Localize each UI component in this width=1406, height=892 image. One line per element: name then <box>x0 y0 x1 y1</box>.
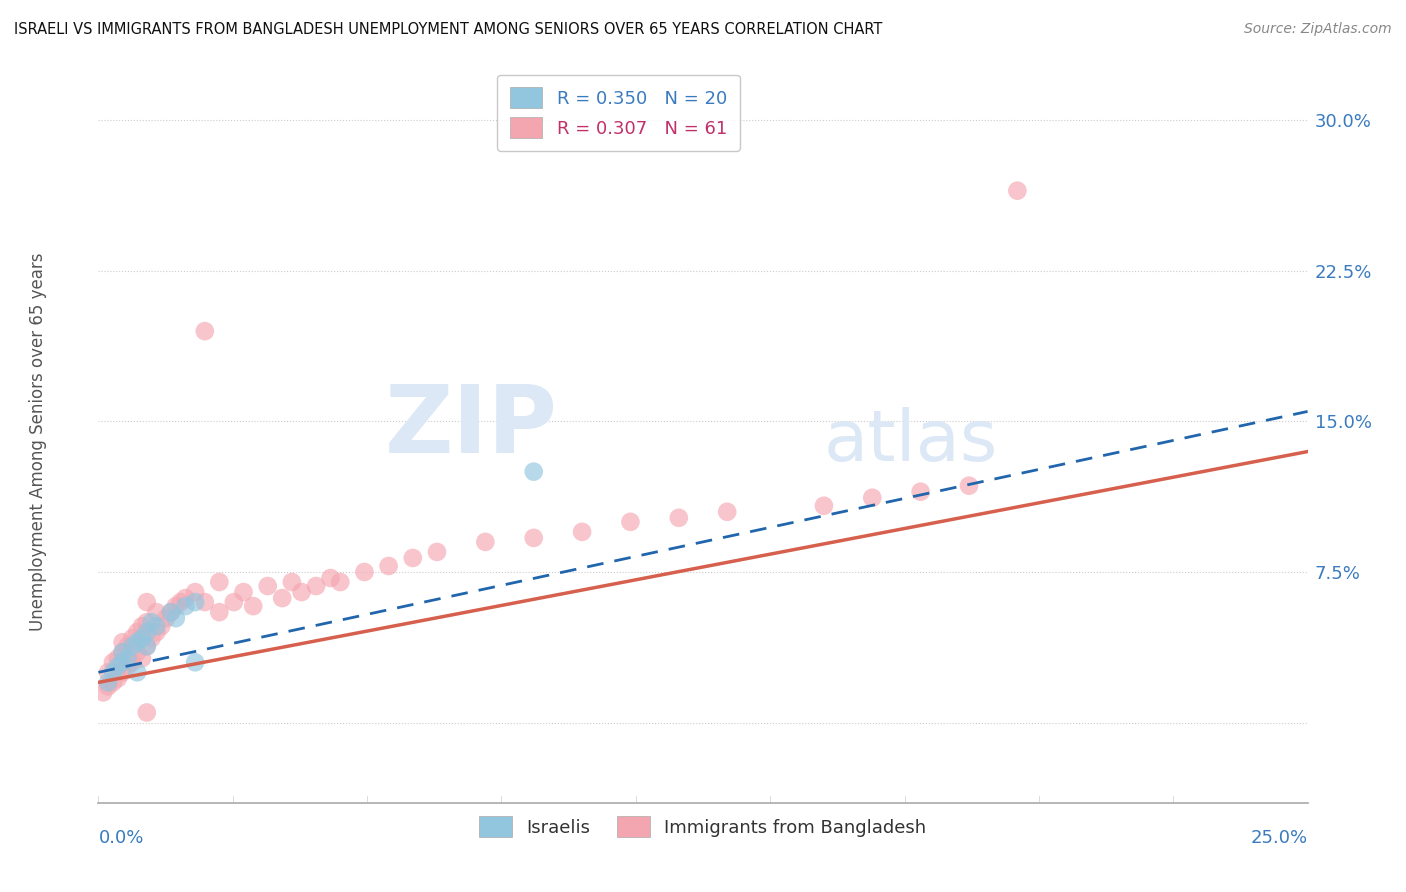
Point <box>619 515 641 529</box>
Point <box>160 605 183 619</box>
Text: ZIP: ZIP <box>385 381 558 473</box>
Point <box>174 599 197 614</box>
Point <box>319 571 342 585</box>
Point <box>97 680 120 694</box>
Point <box>135 639 157 653</box>
Point <box>127 645 149 659</box>
Point <box>111 645 134 659</box>
Point <box>117 659 139 673</box>
Point <box>97 665 120 680</box>
Point <box>184 655 207 669</box>
Point <box>107 672 129 686</box>
Point <box>121 632 143 646</box>
Point <box>813 499 835 513</box>
Point <box>474 534 496 549</box>
Point <box>131 651 153 665</box>
Point <box>135 625 157 640</box>
Text: 0.0%: 0.0% <box>98 829 143 847</box>
Point <box>145 625 167 640</box>
Point <box>1007 184 1029 198</box>
Legend: Israelis, Immigrants from Bangladesh: Israelis, Immigrants from Bangladesh <box>472 809 934 845</box>
Point <box>165 611 187 625</box>
Point <box>174 591 197 606</box>
Point <box>135 639 157 653</box>
Point <box>91 685 114 699</box>
Point <box>131 619 153 633</box>
Point <box>111 655 134 669</box>
Point <box>305 579 328 593</box>
Point <box>232 585 254 599</box>
Point <box>111 645 134 659</box>
Point <box>194 595 217 609</box>
Point <box>169 595 191 609</box>
Point <box>281 574 304 589</box>
Point <box>377 558 399 574</box>
Point <box>353 565 375 579</box>
Point <box>957 478 980 492</box>
Point <box>571 524 593 539</box>
Text: atlas: atlas <box>824 407 998 476</box>
Point <box>111 635 134 649</box>
Point <box>329 574 352 589</box>
Point <box>523 465 546 479</box>
Point <box>426 545 449 559</box>
Point <box>101 655 124 669</box>
Point <box>135 595 157 609</box>
Point <box>184 595 207 609</box>
Point <box>111 665 134 680</box>
Point <box>160 605 183 619</box>
Point <box>141 632 163 646</box>
Point <box>101 675 124 690</box>
Point <box>208 605 231 619</box>
Point <box>145 605 167 619</box>
Point <box>155 611 177 625</box>
Text: ISRAELI VS IMMIGRANTS FROM BANGLADESH UNEMPLOYMENT AMONG SENIORS OVER 65 YEARS C: ISRAELI VS IMMIGRANTS FROM BANGLADESH UN… <box>14 22 883 37</box>
Point <box>117 651 139 665</box>
Text: Source: ZipAtlas.com: Source: ZipAtlas.com <box>1244 22 1392 37</box>
Point <box>107 651 129 665</box>
Point <box>402 551 425 566</box>
Point <box>910 484 932 499</box>
Point <box>127 665 149 680</box>
Point <box>242 599 264 614</box>
Point <box>716 505 738 519</box>
Point <box>208 574 231 589</box>
Point <box>101 665 124 680</box>
Point <box>194 324 217 338</box>
Point <box>860 491 883 505</box>
Point <box>135 706 157 720</box>
Point <box>127 625 149 640</box>
Point <box>107 659 129 673</box>
Point <box>145 619 167 633</box>
Text: Unemployment Among Seniors over 65 years: Unemployment Among Seniors over 65 years <box>30 252 46 631</box>
Point <box>121 639 143 653</box>
Point <box>271 591 294 606</box>
Point <box>668 510 690 524</box>
Point <box>141 615 163 630</box>
Point <box>165 599 187 614</box>
Point <box>184 585 207 599</box>
Point <box>222 595 245 609</box>
Point <box>117 639 139 653</box>
Point <box>523 531 546 545</box>
Point <box>131 632 153 646</box>
Point <box>97 675 120 690</box>
Point <box>290 585 312 599</box>
Point <box>150 619 173 633</box>
Point <box>121 655 143 669</box>
Point <box>127 635 149 649</box>
Text: 25.0%: 25.0% <box>1250 829 1308 847</box>
Point <box>135 615 157 630</box>
Point <box>256 579 278 593</box>
